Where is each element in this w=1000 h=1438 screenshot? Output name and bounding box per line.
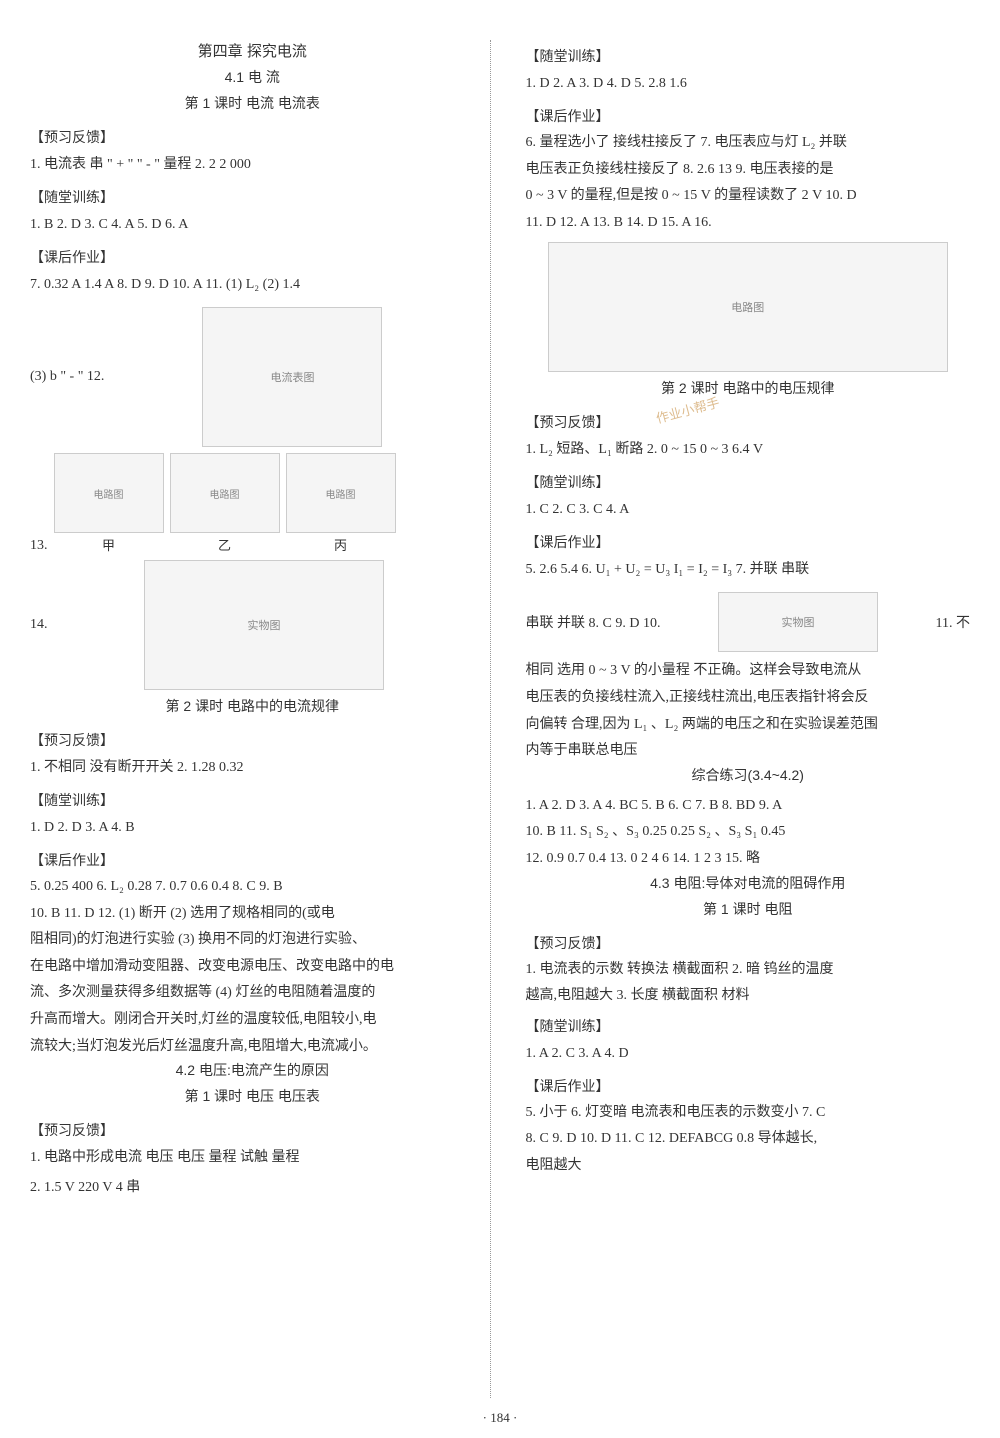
- answer-text: 1. 电流表 串 " + " " - " 量程 2. 2 2 000: [30, 151, 475, 179]
- circuit-group: 电路图 丙: [286, 453, 396, 554]
- kehou-header: 【课后作业】: [526, 1076, 971, 1096]
- answer-text: 8. C 9. D 10. D 11. C 12. DEFABCG 0.8 导体…: [526, 1126, 971, 1153]
- answer-text: 1. B 2. D 3. C 4. A 5. D 6. A: [30, 211, 475, 239]
- suitang-header: 【随堂训练】: [526, 46, 971, 66]
- answer-text: 1. 电路中形成电流 电压 电压 量程 试触 量程: [30, 1144, 475, 1172]
- section-4-3-sub1: 第 1 课时 电阻: [526, 899, 971, 919]
- answer-text: 内等于串联总电压: [526, 738, 971, 765]
- right-column: 【随堂训练】 1. D 2. A 3. D 4. D 5. 2.8 1.6 【课…: [511, 40, 971, 1398]
- label-yi: 乙: [170, 535, 280, 554]
- kehou-header: 【课后作业】: [526, 532, 971, 552]
- answer-text: 向偏转 合理,因为 L₁ 、L₂ 两端的电压之和在实验误差范围: [526, 712, 971, 739]
- answer-text: 流、多次测量获得多组数据等 (4) 灯丝的电阻随着温度的: [30, 980, 475, 1007]
- kehou-header: 【课后作业】: [30, 850, 475, 870]
- circuit-diagram-bing: 电路图: [286, 453, 396, 533]
- answer-text: 11. D 12. A 13. B 14. D 15. A 16.: [526, 210, 971, 237]
- answer-text: 1. L₂ 短路、L₁ 断路 2. 0 ~ 15 0 ~ 3 6.4 V: [526, 436, 971, 464]
- answer-text: 1. D 2. D 3. A 4. B: [30, 814, 475, 842]
- answer-text: 1. C 2. C 3. C 4. A: [526, 496, 971, 524]
- chapter-title: 第四章 探究电流: [30, 40, 475, 61]
- section-4-1-sub1: 第 1 课时 电流 电流表: [30, 93, 475, 113]
- page-number: · 184 ·: [30, 1410, 970, 1426]
- q14-row: 14. 实物图: [30, 554, 475, 696]
- answer-text: 10. B 11. D 12. (1) 断开 (2) 选用了规格相同的(或电: [30, 901, 475, 928]
- answer-text: 串联 并联 8. C 9. D 10.: [526, 612, 661, 632]
- answer-text: 1. A 2. D 3. A 4. BC 5. B 6. C 7. B 8. B…: [526, 793, 971, 820]
- circuit-photo-q10: 实物图: [718, 592, 878, 652]
- section-4-1-sub2: 第 2 课时 电路中的电流规律: [30, 696, 475, 716]
- suitang-header: 【随堂训练】: [526, 1016, 971, 1036]
- section-4-3-title: 4.3 电阻:导体对电流的阻碍作用: [526, 873, 971, 893]
- section-4-2-title: 4.2 电压:电流产生的原因: [30, 1060, 475, 1080]
- answer-text: 5. 小于 6. 灯变暗 电流表和电压表的示数变小 7. C: [526, 1100, 971, 1127]
- answer-text: 12. 0.9 0.7 0.4 13. 0 2 4 6 14. 1 2 3 15…: [526, 846, 971, 873]
- section-4-2-sub1: 第 1 课时 电压 电压表: [30, 1086, 475, 1106]
- answer-text: 5. 2.6 5.4 6. U₁ + U₂ = U₃ I₁ = I₂ = I₃ …: [526, 556, 971, 584]
- ammeter-diagram: 电流表图: [202, 307, 382, 447]
- answer-text: 11. 不: [936, 612, 970, 632]
- circuit-group: 电路图 甲: [54, 453, 164, 554]
- answer-text: 电压表正负接线柱接反了 8. 2.6 13 9. 电压表接的是: [526, 157, 971, 184]
- q10-row: 串联 并联 8. C 9. D 10. 实物图 11. 不: [526, 586, 971, 658]
- answer-text: 电阻越大: [526, 1153, 971, 1180]
- answer-text: 2. 1.5 V 220 V 4 串: [30, 1174, 475, 1202]
- q12-row: (3) b " - " 12. 电流表图: [30, 301, 475, 453]
- suitang-header: 【随堂训练】: [30, 187, 475, 207]
- answer-text: 在电路中增加滑动变阻器、改变电源电压、改变电路中的电: [30, 954, 475, 981]
- yuxi-header: 【预习反馈】: [526, 412, 971, 432]
- circuit-photo-q14: 实物图: [144, 560, 384, 690]
- circuit-diagram-q16: 电路图: [548, 242, 948, 372]
- page-container: 第四章 探究电流 4.1 电 流 第 1 课时 电流 电流表 【预习反馈】 1.…: [30, 40, 970, 1398]
- answer-text: 7. 0.32 A 1.4 A 8. D 9. D 10. A 11. (1) …: [30, 271, 475, 299]
- section-4-2-sub2: 第 2 课时 电路中的电压规律: [526, 378, 971, 398]
- suitang-header: 【随堂训练】: [30, 790, 475, 810]
- kehou-header: 【课后作业】: [30, 247, 475, 267]
- answer-text: 6. 量程选小了 接线柱接反了 7. 电压表应与灯 L₂ 并联: [526, 130, 971, 157]
- yuxi-header: 【预习反馈】: [30, 730, 475, 750]
- suitang-header: 【随堂训练】: [526, 472, 971, 492]
- answer-text: 阻相同)的灯泡进行实验 (3) 换用不同的灯泡进行实验、: [30, 927, 475, 954]
- answer-text: 1. D 2. A 3. D 4. D 5. 2.8 1.6: [526, 70, 971, 98]
- answer-text: 1. A 2. C 3. A 4. D: [526, 1040, 971, 1068]
- answer-text: (3) b " - " 12.: [30, 369, 104, 385]
- yuxi-header: 【预习反馈】: [526, 933, 971, 953]
- kehou-header: 【课后作业】: [526, 106, 971, 126]
- answer-text: 相同 选用 0 ~ 3 V 的小量程 不正确。这样会导致电流从: [526, 658, 971, 685]
- circuit-group: 电路图 乙: [170, 453, 280, 554]
- q13-row: 13. 电路图 甲 电路图 乙 电路图 丙: [30, 453, 475, 554]
- answer-text: 流较大;当灯泡发光后灯丝温度升高,电阻增大,电流减小。: [30, 1034, 475, 1061]
- answer-text: 13.: [30, 538, 48, 554]
- circuit-diagram-jia: 电路图: [54, 453, 164, 533]
- answer-text: 越高,电阻越大 3. 长度 横截面积 材料: [526, 983, 971, 1010]
- circuit-diagram-yi: 电路图: [170, 453, 280, 533]
- answer-text: 1. 电流表的示数 转换法 横截面积 2. 暗 钨丝的温度: [526, 957, 971, 984]
- left-column: 第四章 探究电流 4.1 电 流 第 1 课时 电流 电流表 【预习反馈】 1.…: [30, 40, 491, 1398]
- answer-text: 0 ~ 3 V 的量程,但是按 0 ~ 15 V 的量程读数了 2 V 10. …: [526, 183, 971, 210]
- answer-text: 电压表的负接线柱流入,正接线柱流出,电压表指针将会反: [526, 685, 971, 712]
- yuxi-header: 【预习反馈】: [30, 127, 475, 147]
- answer-text: 升高而增大。刚闭合开关时,灯丝的温度较低,电阻较小,电: [30, 1007, 475, 1034]
- zonghe-title: 综合练习(3.4~4.2): [526, 765, 971, 785]
- label-jia: 甲: [54, 535, 164, 554]
- answer-text: 5. 0.25 400 6. L₂ 0.28 7. 0.7 0.6 0.4 8.…: [30, 874, 475, 901]
- answer-text: 14.: [30, 617, 48, 633]
- yuxi-header: 【预习反馈】: [30, 1120, 475, 1140]
- section-4-1-title: 4.1 电 流: [30, 67, 475, 87]
- label-bing: 丙: [286, 535, 396, 554]
- answer-text: 1. 不相同 没有断开开关 2. 1.28 0.32: [30, 754, 475, 782]
- answer-text: 10. B 11. S₁ S₂ 、S₃ 0.25 0.25 S₂ 、S₃ S₁ …: [526, 819, 971, 846]
